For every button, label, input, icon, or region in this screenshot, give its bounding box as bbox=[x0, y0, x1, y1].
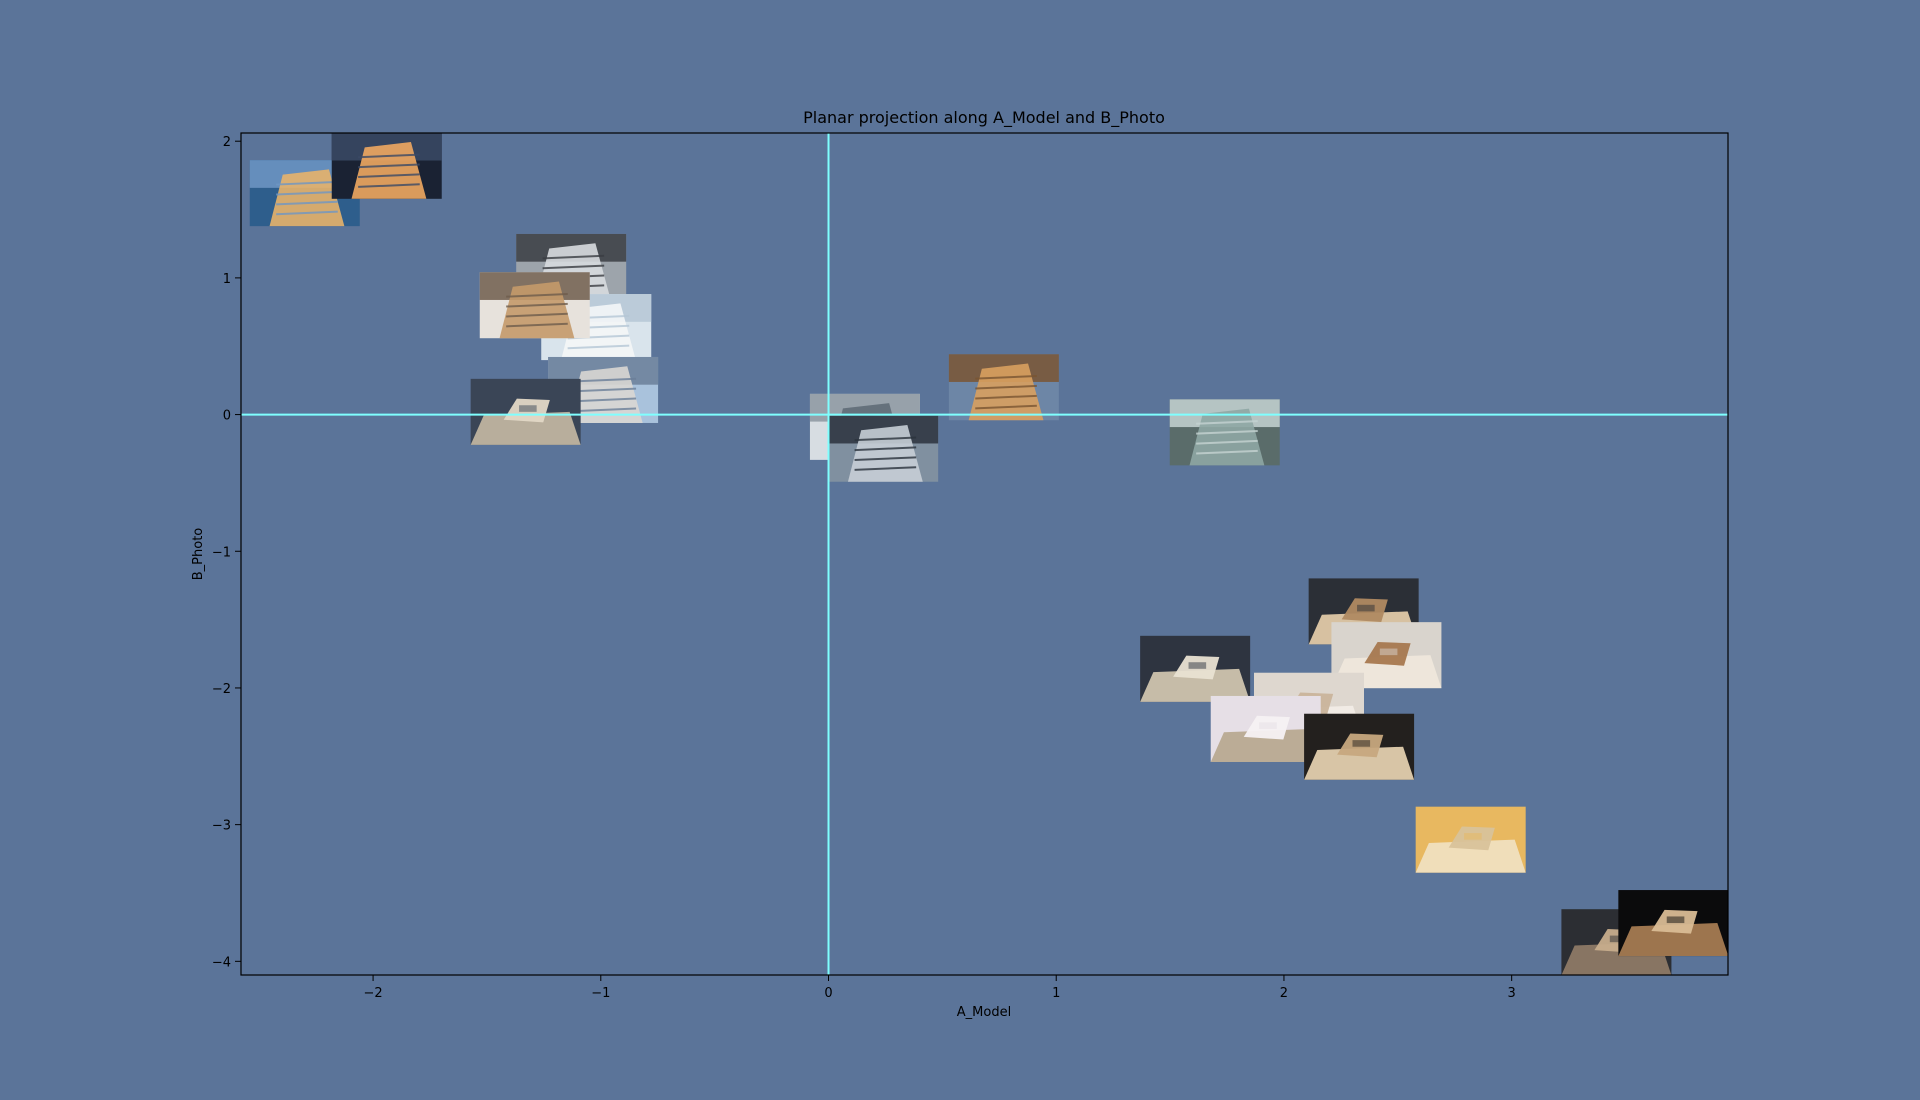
image-thumbnail bbox=[1415, 806, 1526, 873]
x-tick-label: −1 bbox=[591, 986, 610, 1001]
y-tick-label: 0 bbox=[223, 409, 231, 424]
image-thumbnail bbox=[331, 133, 442, 199]
image-thumbnail bbox=[1210, 695, 1321, 762]
x-axis-label: A_Model bbox=[957, 1005, 1011, 1020]
y-tick-label: −4 bbox=[212, 955, 231, 970]
image-thumbnail bbox=[828, 415, 939, 482]
x-axis-ticks: −2 −1 0 1 2 3 bbox=[363, 975, 1516, 1001]
reference-lines bbox=[241, 133, 1728, 975]
plot-frame bbox=[240, 132, 1729, 976]
image-thumbnail bbox=[1169, 399, 1280, 466]
y-tick-label: 2 bbox=[223, 135, 231, 150]
image-thumbnail bbox=[479, 272, 590, 339]
image-thumbnail bbox=[948, 354, 1059, 421]
x-tick-label: −2 bbox=[363, 986, 382, 1001]
x-tick-label: 1 bbox=[1052, 986, 1060, 1001]
x-tick-label: 3 bbox=[1508, 986, 1516, 1001]
image-thumbnail bbox=[470, 378, 581, 445]
x-tick-label: 0 bbox=[824, 986, 832, 1001]
image-thumbnail bbox=[1618, 890, 1728, 957]
x-tick-label: 2 bbox=[1280, 986, 1288, 1001]
image-thumbnail bbox=[1140, 635, 1251, 702]
y-tick-label: −2 bbox=[212, 682, 231, 697]
y-tick-label: −3 bbox=[212, 819, 231, 834]
image-thumbnails bbox=[249, 133, 1728, 975]
image-thumbnail bbox=[1304, 713, 1415, 780]
y-axis-label: B_Photo bbox=[191, 528, 206, 581]
y-tick-label: −1 bbox=[212, 545, 231, 560]
y-axis-ticks: 2 1 0 −1 −2 −3 −4 bbox=[212, 135, 241, 970]
chart-title: Planar projection along A_Model and B_Ph… bbox=[803, 108, 1165, 128]
y-tick-label: 1 bbox=[223, 272, 231, 287]
